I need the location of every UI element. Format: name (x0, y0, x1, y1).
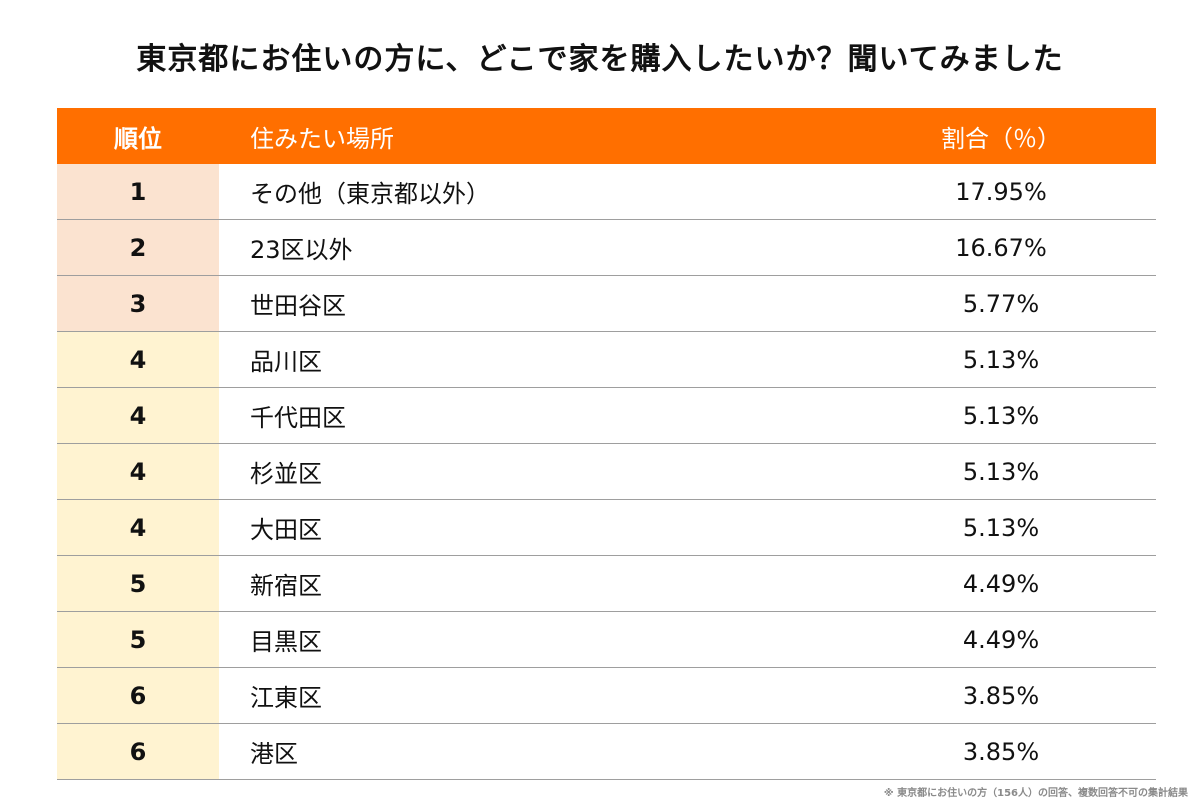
page-title: 東京都にお住いの方に、どこで家を購入したいか？聞いてみました (136, 42, 1064, 77)
percent-cell: 16.67% (955, 233, 1047, 262)
ranking-table: 順位 住みたい場所 割合（％） 1 その他（東京都以外） 17.95% 2 23区以外 1… (57, 108, 1156, 780)
table-body: 1 その他（東京都以外） 17.95% 2 23区以外 16.67% 3 世田谷区 5.77% 4… (57, 164, 1156, 780)
rank-cell: 2 (57, 220, 219, 275)
place-cell: 目黒区 (250, 628, 322, 656)
rank-cell: 5 (57, 612, 219, 667)
header-place: 住みたい場所 (250, 124, 394, 153)
footnote: ※ 東京都にお住いの方（156人）の回答、複数回答不可の集計結果 (883, 788, 1188, 799)
place-cell: その他（東京都以外） (250, 180, 490, 208)
rank-cell: 4 (57, 332, 219, 387)
percent-cell: 5.13% (962, 457, 1040, 486)
rank-cell: 5 (57, 556, 219, 611)
table-row: 4 大田区 5.13% (57, 500, 1156, 556)
percent-cell: 4.49% (962, 625, 1040, 654)
table-row: 2 23区以外 16.67% (57, 220, 1156, 276)
table-row: 6 港区 3.85% (57, 724, 1156, 780)
table-row: 5 目黒区 4.49% (57, 612, 1156, 668)
table-row: 3 世田谷区 5.77% (57, 276, 1156, 332)
percent-cell: 5.77% (962, 289, 1040, 318)
place-cell: 新宿区 (250, 572, 322, 600)
table-row: 6 江東区 3.85% (57, 668, 1156, 724)
place-cell: 港区 (250, 740, 298, 768)
place-cell: 品川区 (250, 348, 322, 376)
rank-cell: 6 (57, 724, 219, 779)
header-rank: 順位 (114, 124, 162, 153)
percent-cell: 17.95% (955, 177, 1047, 206)
rank-cell: 3 (57, 276, 219, 331)
table-row: 1 その他（東京都以外） 17.95% (57, 164, 1156, 220)
rank-cell: 4 (57, 388, 219, 443)
table-header: 順位 住みたい場所 割合（％） (57, 108, 1156, 164)
rank-cell: 4 (57, 444, 219, 499)
table-row: 4 千代田区 5.13% (57, 388, 1156, 444)
percent-cell: 3.85% (962, 681, 1040, 710)
percent-cell: 5.13% (962, 345, 1040, 374)
place-cell: 千代田区 (250, 404, 346, 432)
percent-cell: 3.85% (962, 737, 1040, 766)
place-cell: 大田区 (250, 516, 322, 544)
table-row: 4 杉並区 5.13% (57, 444, 1156, 500)
place-cell: 江東区 (250, 684, 322, 712)
place-cell: 23区以外 (250, 236, 353, 264)
table-row: 5 新宿区 4.49% (57, 556, 1156, 612)
place-cell: 杉並区 (250, 460, 322, 488)
table-row: 4 品川区 5.13% (57, 332, 1156, 388)
rank-cell: 1 (57, 164, 219, 219)
rank-cell: 6 (57, 668, 219, 723)
place-cell: 世田谷区 (250, 292, 346, 320)
header-percent: 割合（％） (941, 124, 1061, 153)
rank-cell: 4 (57, 500, 219, 555)
percent-cell: 5.13% (962, 513, 1040, 542)
percent-cell: 4.49% (962, 569, 1040, 598)
percent-cell: 5.13% (962, 401, 1040, 430)
